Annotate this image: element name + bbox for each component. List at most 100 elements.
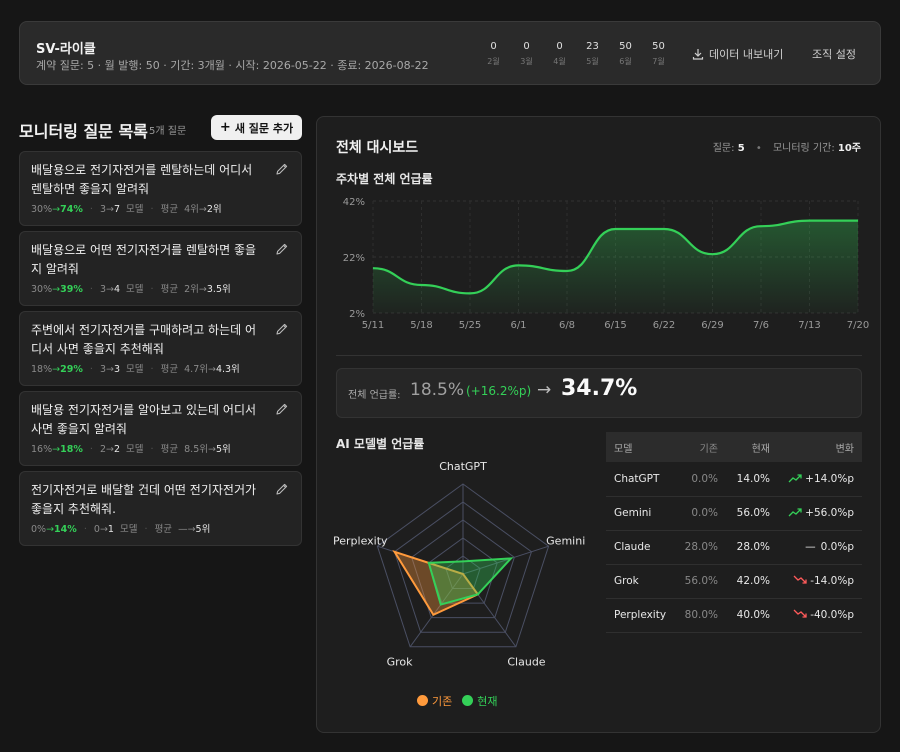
radar-series	[427, 557, 514, 606]
x-tick-label: 7/6	[753, 320, 769, 331]
month-stat-label: 6월	[619, 57, 632, 66]
radar-axis-label: ChatGPT	[439, 460, 487, 473]
model-change: +56.0%p	[770, 496, 862, 531]
radar-axis	[409, 573, 464, 648]
monthly-stats: 0 2월 0 3월 0 4월 23 5월 50 6월 50 7월	[477, 41, 675, 67]
model-name: Perplexity	[606, 598, 676, 633]
table-row: ChatGPT 0.0% 14.0% +14.0%p	[606, 462, 862, 497]
month-stat-value: 23	[586, 41, 599, 52]
model-name: Claude	[606, 530, 676, 565]
model-current: 42.0%	[718, 564, 770, 599]
model-before: 0.0%	[676, 462, 718, 497]
dashboard-info: 질문: 5 • 모니터링 기간: 10주	[712, 143, 861, 154]
question-metrics: 18%→29% · 3→3 모델 · 평균 4.7위→4.3위	[31, 364, 240, 375]
col-model: 모델	[606, 432, 676, 462]
month-stat-value: 50	[619, 41, 632, 52]
table-row: Claude 28.0% 28.0% —0.0%p	[606, 530, 862, 565]
pencil-icon[interactable]	[275, 402, 289, 416]
pencil-icon[interactable]	[275, 162, 289, 176]
overall-before: 18.5%	[410, 380, 465, 400]
x-tick-label: 6/15	[604, 320, 626, 331]
radar-grid	[393, 501, 533, 633]
table-row: Perplexity 80.0% 40.0% -40.0%p	[606, 598, 862, 633]
question-card[interactable]: 배달용으로 전기자전거를 렌탈하는데 어디서 렌탈하면 좋을지 알려줘 30%→…	[19, 151, 302, 226]
month-stat: 0 4월	[543, 41, 576, 67]
contract-meta: 계약 질문: 5 · 월 발행: 50 · 기간: 3개월 · 시작: 2026…	[36, 59, 429, 72]
question-card[interactable]: 주변에서 전기자전거를 구매하려고 하는데 어디서 사면 좋을지 추천해줘 18…	[19, 311, 302, 386]
y-tick-label: 2%	[349, 309, 365, 320]
series-area	[373, 220, 858, 313]
model-current: 14.0%	[718, 462, 770, 497]
pencil-icon[interactable]	[275, 322, 289, 336]
question-card[interactable]: 전기자전거로 배달할 건데 어떤 전기자전거가 좋을지 추천해줘. 0%→14%…	[19, 471, 302, 546]
y-tick-label: 42%	[343, 197, 365, 208]
export-data-label: 데이터 내보내기	[709, 48, 784, 61]
radar-axis-label: Gemini	[546, 535, 585, 548]
month-stat: 0 3월	[510, 41, 543, 67]
pencil-icon[interactable]	[275, 242, 289, 256]
trend-down-icon	[793, 609, 807, 618]
col-before: 기존	[676, 432, 718, 462]
org-title: SV-라이클	[36, 42, 96, 57]
radar-axis-label: Perplexity	[333, 535, 388, 548]
radar-axis-label: Claude	[507, 655, 545, 668]
question-metrics: 0%→14% · 0→1 모델 · 평균 —→5위	[31, 524, 211, 535]
period-label: 모니터링 기간:	[772, 143, 835, 154]
x-tick-label: 5/18	[410, 320, 432, 331]
export-data-button[interactable]: 데이터 내보내기	[692, 46, 783, 62]
question-card[interactable]: 배달용으로 어떤 전기자전거를 렌탈하면 좋을지 알려줘 30%→39% · 3…	[19, 231, 302, 306]
question-metrics: 30%→39% · 3→4 모델 · 평균 2위→3.5위	[31, 284, 231, 295]
trend-down-icon	[793, 575, 807, 584]
month-stat: 50 7월	[642, 41, 675, 67]
table-row: Grok 56.0% 42.0% -14.0%p	[606, 564, 862, 599]
model-current: 28.0%	[718, 530, 770, 565]
arrow-right-icon: →	[537, 380, 552, 400]
add-question-label: 새 질문 추가	[234, 121, 294, 135]
x-tick-label: 6/8	[559, 320, 575, 331]
question-text: 주변에서 전기자전거를 구매하려고 하는데 어디서 사면 좋을지 추천해줘	[31, 323, 257, 356]
overall-label: 전체 언급률:	[348, 390, 401, 401]
model-radar-chart: ChatGPT Gemini Claude Grok Perplexity	[333, 460, 585, 668]
add-question-button[interactable]: + 새 질문 추가	[211, 115, 302, 140]
x-tick-label: 7/20	[847, 320, 869, 331]
model-change: —0.0%p	[770, 530, 862, 565]
question-text: 배달용으로 어떤 전기자전거를 렌탈하면 좋을지 알려줘	[31, 243, 257, 276]
month-stat-label: 5월	[586, 57, 599, 66]
question-metrics: 30%→74% · 3→7 모델 · 평균 4위→2위	[31, 204, 222, 215]
divider	[336, 355, 862, 356]
x-tick-label: 7/13	[798, 320, 820, 331]
radar-axis-label: Grok	[387, 655, 414, 668]
month-stat-value: 50	[652, 41, 665, 52]
radar-grid	[445, 555, 481, 590]
legend-after: 현재	[462, 693, 498, 709]
model-change: -14.0%p	[770, 564, 862, 599]
month-stat-label: 2월	[487, 57, 500, 66]
month-stat: 0 2월	[477, 41, 510, 67]
overall-delta: (+16.2%p)	[466, 384, 532, 398]
download-icon	[692, 49, 704, 60]
model-name: Gemini	[606, 496, 676, 531]
weekly-chart-title: 주차별 전체 언급률	[336, 172, 433, 186]
question-text: 배달용 전기자전거를 알아보고 있는데 어디서 사면 좋을지 알려줘	[31, 403, 257, 436]
month-stat-value: 0	[523, 41, 530, 52]
model-change: -40.0%p	[770, 598, 862, 633]
dash-icon: —	[805, 541, 816, 553]
model-current: 56.0%	[718, 496, 770, 531]
model-current: 40.0%	[718, 598, 770, 633]
month-stat: 23 5월	[576, 41, 609, 67]
question-card[interactable]: 배달용 전기자전거를 알아보고 있는데 어디서 사면 좋을지 알려줘 16%→1…	[19, 391, 302, 466]
overall-dashboard: 전체 대시보드 질문: 5 • 모니터링 기간: 10주 주차별 전체 언급률 …	[316, 116, 881, 733]
question-count: 5개 질문	[149, 126, 187, 137]
x-tick-label: 5/11	[362, 320, 384, 331]
model-before: 28.0%	[676, 530, 718, 565]
x-tick-label: 5/25	[459, 320, 481, 331]
org-settings-button[interactable]: 조직 설정	[812, 48, 856, 61]
question-list-title: 모니터링 질문 목록	[19, 122, 148, 141]
trend-up-icon	[788, 474, 802, 483]
dashboard-title: 전체 대시보드	[336, 140, 419, 156]
questions-value: 5	[737, 143, 745, 154]
trend-up-icon	[788, 508, 802, 517]
pencil-icon[interactable]	[275, 482, 289, 496]
plus-icon: +	[219, 120, 231, 135]
month-stat-label: 7월	[652, 57, 665, 66]
